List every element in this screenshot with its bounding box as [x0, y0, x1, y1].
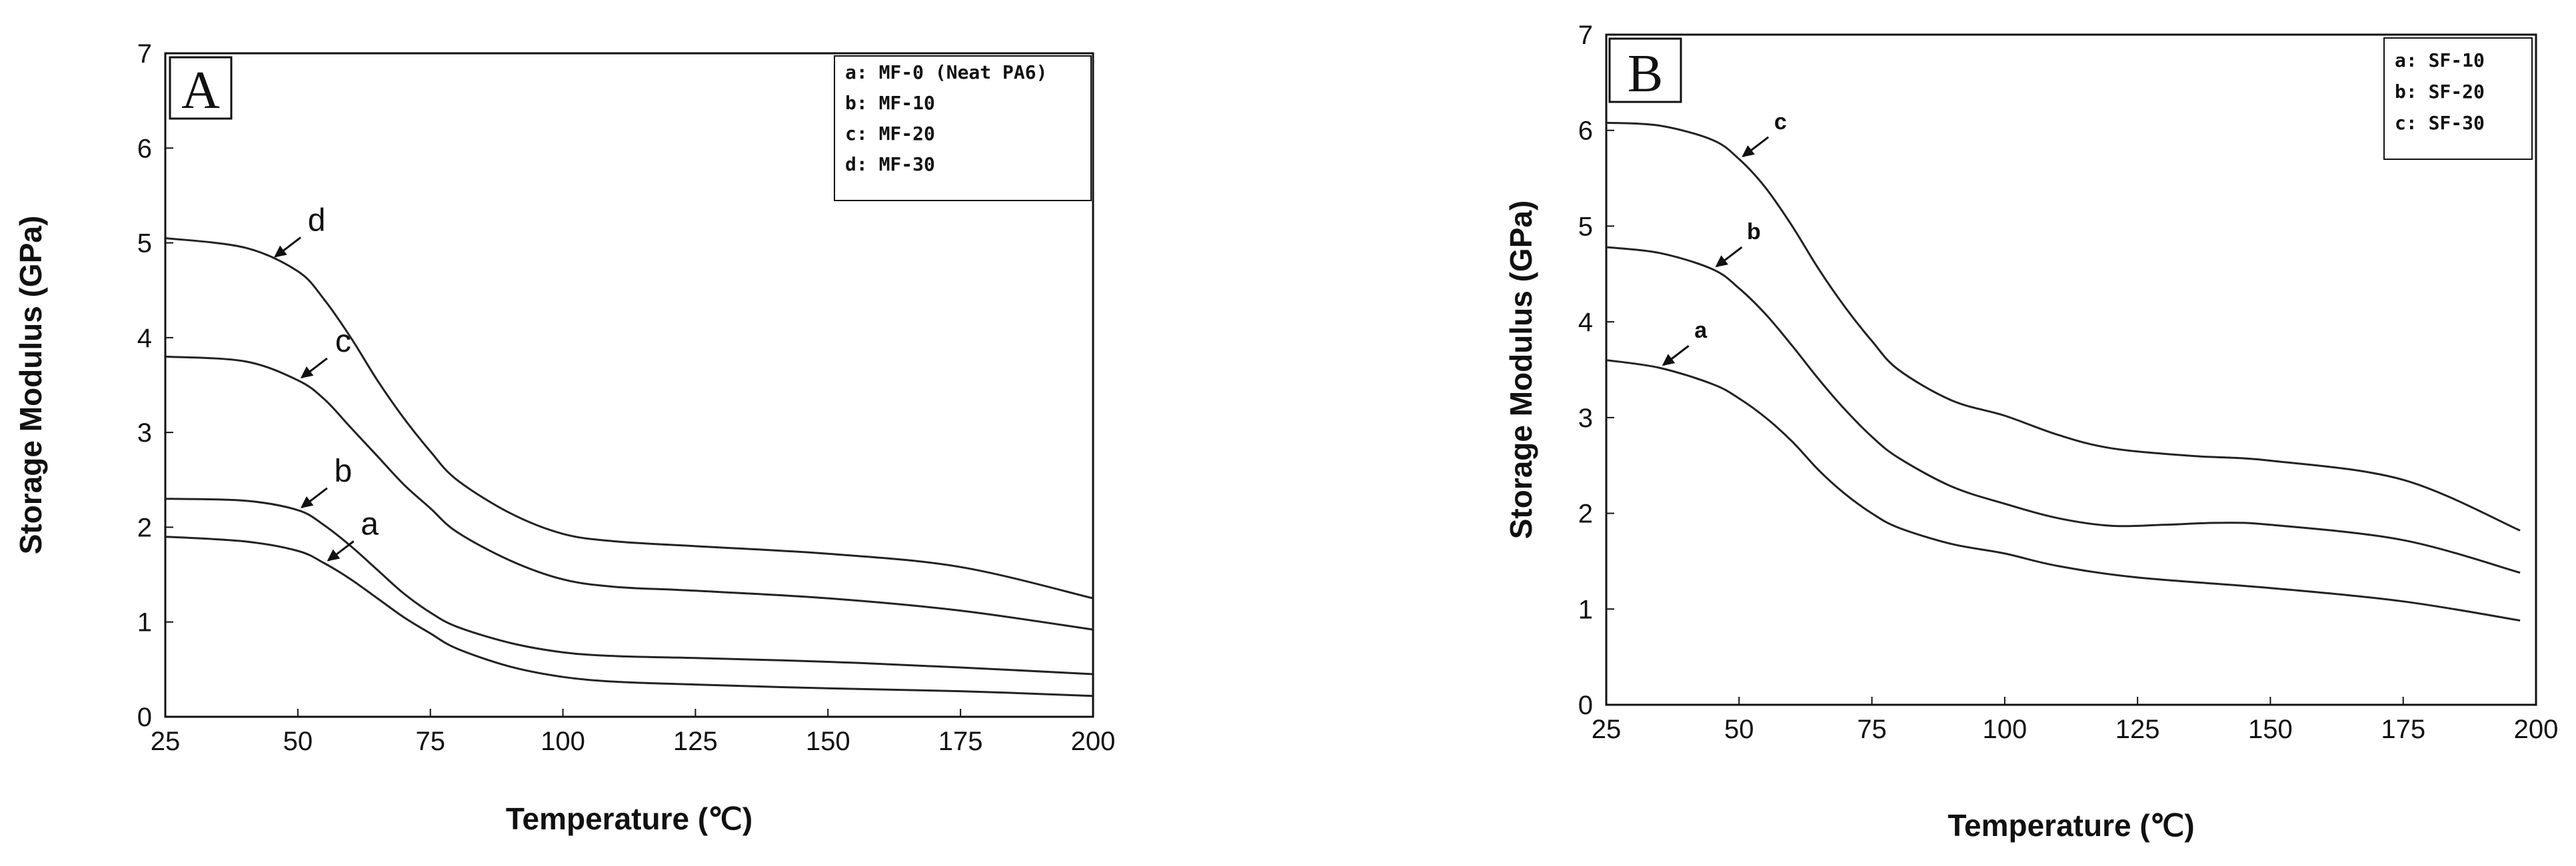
legend-box: [834, 55, 1092, 201]
chart-panel-a: 25 50 75 100 125 150 175 200 0 1 2 3 4 5 6 7 Temperature…: [13, 39, 1115, 836]
annotation-label-b: b: [1747, 219, 1761, 244]
y-tick-label: 5: [137, 229, 152, 258]
series-line-b: [165, 498, 1094, 675]
x-tick-label: 100: [541, 727, 585, 756]
y-tick-label: 2: [137, 513, 152, 542]
panel-label: B: [1628, 45, 1663, 103]
y-axis-label: Storage Modulus (GPa): [13, 216, 48, 555]
series-line-d: [165, 237, 1094, 600]
plot-frame: [1605, 33, 2537, 706]
x-tick-label: 175: [2381, 715, 2425, 744]
y-tick-label: 2: [1578, 500, 1593, 529]
chart-panel-b: 25 50 75 100 125 150 175 200 0 1 2 3 4 5 6 7 Temperature…: [1504, 21, 2558, 843]
x-axis-label: Temperature (℃): [506, 801, 752, 836]
legend-box: [2383, 37, 2533, 160]
x-tick-label: 200: [2514, 715, 2559, 744]
y-tick-label: 6: [137, 134, 152, 163]
annotation-label-c: c: [335, 324, 351, 359]
x-tick-label: 50: [1724, 715, 1754, 744]
x-tick-label: 125: [673, 727, 718, 756]
annotation-label-a: a: [1694, 318, 1708, 343]
y-tick-label: 0: [1578, 691, 1593, 720]
annotation-arrowhead-d: [274, 245, 287, 258]
series-line-c: [165, 355, 1094, 631]
legend-entry: b: MF-10: [845, 92, 935, 114]
y-tick-label: 6: [1578, 117, 1593, 146]
y-tick-label: 3: [137, 418, 152, 448]
legend-entry: c: MF-20: [845, 123, 935, 145]
x-tick-label: 25: [1592, 715, 1622, 744]
annotation-arrowhead-b: [1715, 255, 1729, 268]
annotation-label-c: c: [1774, 109, 1787, 135]
x-axis-label: Temperature (℃): [1947, 808, 2194, 843]
y-tick-label: 7: [1578, 21, 1593, 50]
annotation-arrowhead-c: [300, 366, 314, 378]
x-tick-label: 100: [1982, 715, 2027, 744]
x-tick-label: 150: [2248, 715, 2293, 744]
y-axis-label: Storage Modulus (GPa): [1504, 201, 1538, 540]
legend-entry: d: MF-30: [845, 153, 935, 175]
annotation-label-a: a: [361, 506, 379, 542]
x-tick-label: 50: [283, 727, 313, 756]
legend-entry: a: SF-10: [2395, 49, 2485, 71]
y-tick-label: 4: [1578, 308, 1593, 337]
y-tick-label: 5: [1578, 212, 1593, 241]
series-line-a: [165, 536, 1094, 697]
annotation-label-b: b: [335, 454, 353, 489]
x-tick-label: 25: [151, 727, 181, 756]
annotation-arrowhead-a: [327, 549, 341, 562]
y-tick-label: 1: [137, 608, 152, 638]
x-tick-label: 150: [806, 727, 850, 756]
annotation-arrowhead-b: [300, 496, 314, 508]
series-line-b: [1606, 246, 2521, 574]
annotation-arrowhead-a: [1662, 354, 1676, 366]
legend-entry: c: SF-30: [2395, 112, 2485, 134]
series-line-c: [1606, 121, 2521, 532]
panel-label-box: [169, 56, 233, 120]
y-tick-label: 4: [137, 324, 152, 353]
x-tick-label: 125: [2115, 715, 2160, 744]
x-tick-label: 175: [938, 727, 983, 756]
x-tick-label: 200: [1071, 727, 1116, 756]
y-tick-label: 1: [1578, 595, 1593, 624]
annotation-arrowhead-c: [1742, 145, 1755, 157]
y-tick-label: 7: [137, 39, 152, 69]
y-tick-label: 0: [137, 703, 152, 732]
x-tick-label: 75: [1857, 715, 1887, 744]
legend-entry: b: SF-20: [2395, 81, 2485, 103]
series-line-a: [1606, 359, 2521, 622]
panel-label-box: [1608, 37, 1682, 103]
panel-label: A: [181, 61, 220, 120]
x-tick-label: 75: [415, 727, 445, 756]
plot-frame: [164, 52, 1094, 718]
y-tick-label: 3: [1578, 404, 1593, 433]
annotation-label-d: d: [308, 203, 326, 238]
legend-entry: a: MF-0 (Neat PA6): [845, 61, 1047, 83]
